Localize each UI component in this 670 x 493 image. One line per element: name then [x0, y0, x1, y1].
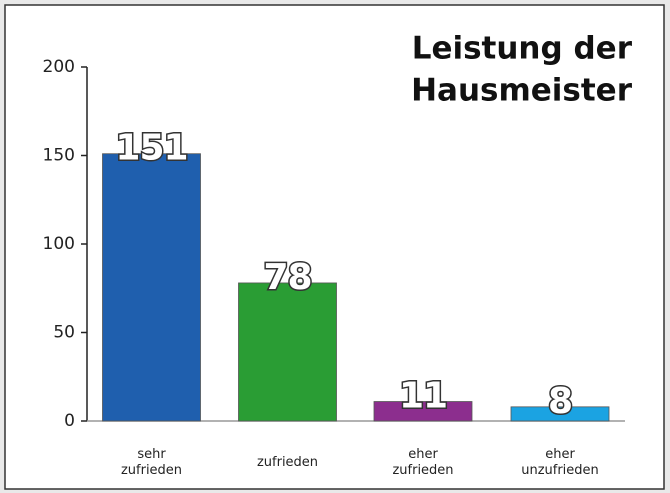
bar [238, 282, 337, 422]
x-tick-line: eher [408, 447, 438, 462]
y-tick-label: 150 [43, 146, 75, 166]
value-label: 78 [263, 257, 311, 298]
x-tick-line: unzufrieden [521, 463, 599, 478]
x-tick-label: zufrieden [257, 455, 318, 470]
y-tick-label: 0 [64, 411, 75, 431]
x-tick-label: eher zufrieden [392, 447, 453, 478]
x-tick-line: eher [545, 447, 575, 462]
x-tick-label: eher unzufrieden [521, 447, 599, 478]
value-label: 11 [399, 376, 447, 417]
bar [373, 401, 473, 422]
x-tick-label: sehr zufrieden [121, 447, 182, 478]
chart-title: Leistung der [412, 31, 633, 67]
chart-title: Hausmeister [411, 73, 633, 109]
y-tick-label: 200 [43, 57, 75, 77]
x-tick-line: zufrieden [257, 455, 318, 470]
value-label: 8 [548, 381, 572, 422]
bar [102, 153, 201, 422]
x-tick-line: zufrieden [392, 463, 453, 478]
bar [510, 406, 610, 422]
value-label: 151 [115, 128, 187, 169]
x-tick-line: sehr [137, 447, 166, 462]
y-tick-label: 100 [43, 234, 75, 254]
x-tick-line: zufrieden [121, 463, 182, 478]
y-tick-label: 50 [53, 323, 75, 343]
